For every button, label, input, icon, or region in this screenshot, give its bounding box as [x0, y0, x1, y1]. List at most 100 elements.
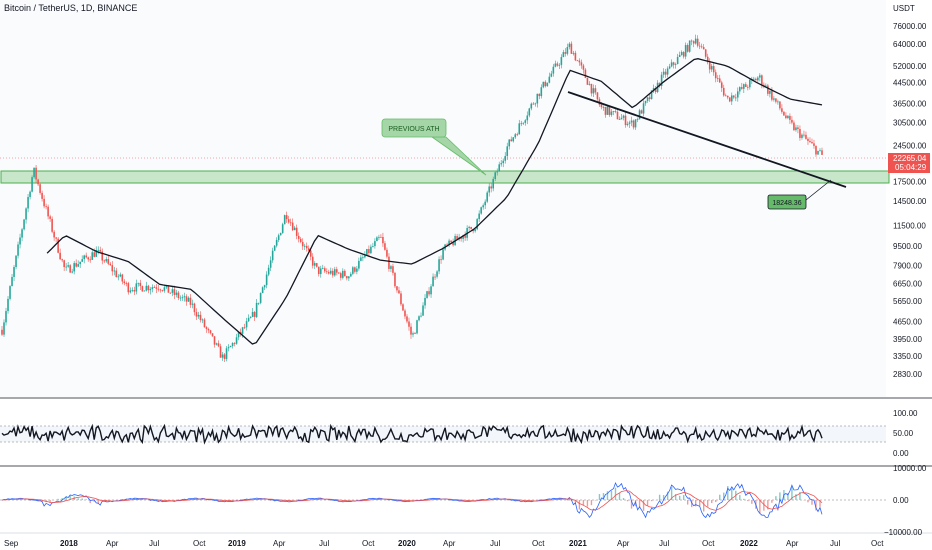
- candle-body: [390, 266, 392, 269]
- candle-body: [83, 255, 86, 260]
- candle-body: [388, 256, 390, 269]
- descending-trendline[interactable]: [567, 91, 847, 188]
- support-callout[interactable]: 18248.36: [767, 179, 832, 210]
- candle-body: [664, 71, 667, 75]
- candle-body: [291, 222, 294, 231]
- macd-histogram-bar: [574, 500, 577, 503]
- candle-body: [606, 106, 609, 115]
- candle-body: [634, 119, 637, 128]
- candle-body: [674, 63, 677, 65]
- candle-body: [652, 88, 655, 91]
- macd-histogram-bar: [795, 494, 797, 500]
- price-tick-label: 14500.00: [893, 197, 927, 206]
- previous-ath-zone[interactable]: [0, 170, 890, 184]
- macd-histogram-bar: [630, 500, 633, 509]
- macd-histogram-bar: [618, 493, 621, 500]
- time-axis-label: Jul: [490, 539, 500, 548]
- macd-histogram-bar: [751, 500, 753, 504]
- candle-body: [514, 134, 517, 138]
- macd-histogram-bar: [338, 500, 340, 502]
- time-axis-label: Apr: [106, 539, 119, 548]
- candle-body: [450, 240, 452, 243]
- macd-histogram-bar: [49, 500, 51, 504]
- candle-body: [574, 52, 577, 61]
- macd-histogram-bar: [41, 500, 43, 502]
- macd-histogram-bar: [17, 499, 19, 500]
- candle-body: [39, 184, 41, 193]
- macd-histogram-bar: [807, 500, 809, 503]
- candle-body: [694, 38, 697, 44]
- candle-body: [185, 296, 188, 302]
- candle-body: [640, 110, 643, 114]
- candle-body: [676, 57, 679, 64]
- candle-body: [103, 260, 106, 262]
- callout-box: [381, 118, 447, 138]
- candle-body: [779, 101, 781, 109]
- candle-body: [767, 85, 769, 94]
- macd-histogram-bar: [602, 493, 605, 500]
- macd-histogram-bar: [626, 500, 629, 502]
- candle-body: [757, 77, 759, 81]
- time-axis-label: Jul: [319, 539, 329, 548]
- macd-histogram-bar: [550, 499, 553, 500]
- macd-histogram-bar: [739, 495, 741, 500]
- candle-body: [149, 289, 152, 291]
- candle-body: [706, 56, 709, 63]
- candle-body: [73, 263, 75, 272]
- candle-body: [323, 268, 326, 272]
- candle-body: [801, 134, 803, 138]
- candle-body: [516, 134, 519, 136]
- candle-body: [730, 95, 733, 102]
- candle-body: [446, 244, 448, 246]
- candle-body: [753, 78, 755, 80]
- candle-body: [93, 252, 96, 257]
- candle-body: [115, 270, 118, 278]
- candle-body: [614, 110, 617, 112]
- candle-body: [618, 119, 621, 120]
- candle-body: [452, 242, 454, 246]
- previous-ath-callout[interactable]: PREVIOUS ATH: [381, 118, 487, 176]
- candle-body: [155, 287, 158, 289]
- candle-body: [568, 43, 571, 48]
- time-axis-label: Jul: [830, 539, 840, 548]
- candle-body: [71, 271, 73, 273]
- candle-body: [311, 256, 314, 266]
- candle-body: [528, 108, 531, 116]
- candle-body: [187, 297, 190, 302]
- candle-body: [269, 260, 272, 268]
- candle-body: [819, 150, 821, 152]
- macd-histogram-bar: [682, 495, 685, 500]
- candle-body: [374, 241, 376, 247]
- candle-body: [281, 224, 284, 233]
- candle-body: [338, 272, 340, 274]
- candle-body: [183, 296, 186, 298]
- candle-body: [777, 101, 779, 103]
- candle-body: [231, 343, 234, 346]
- candle-body: [386, 249, 388, 257]
- candle-body: [576, 60, 579, 62]
- candle-body: [354, 267, 356, 272]
- macd-histogram-bar: [189, 498, 192, 500]
- candle-body: [564, 52, 567, 54]
- candle-body: [177, 292, 180, 299]
- time-axis-label: Oct: [193, 539, 206, 548]
- candle-body: [85, 255, 88, 258]
- candle-body: [360, 257, 362, 261]
- candle-body: [460, 237, 462, 239]
- candle-body: [670, 62, 673, 67]
- candle-body: [364, 255, 366, 258]
- candles-layer: [1, 34, 823, 362]
- time-axis[interactable]: Sep 2018 Apr Jul Oct 2019 Apr Jul Oct 2020 Apr Jul O…: [4, 539, 884, 548]
- candle-body: [548, 76, 551, 83]
- candle-body: [666, 68, 669, 75]
- candle-body: [133, 290, 136, 292]
- candle-body: [518, 123, 521, 135]
- candle-body: [243, 327, 246, 329]
- price-axis[interactable]: USDT 76000.00 64000.00 52000.00 44500.00 365…: [893, 4, 927, 379]
- candle-body: [608, 106, 611, 115]
- candle-body: [530, 103, 533, 109]
- candle-body: [91, 252, 94, 260]
- candle-body: [105, 259, 108, 262]
- candle-body: [610, 111, 613, 115]
